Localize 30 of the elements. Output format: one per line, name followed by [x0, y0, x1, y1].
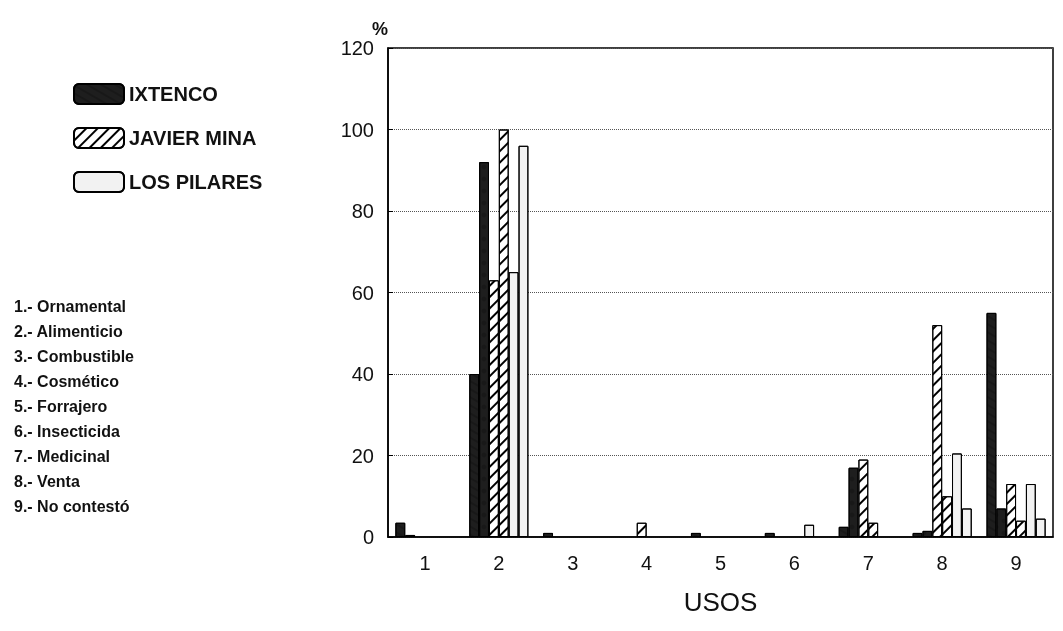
text: 6.- Insecticida — [14, 422, 120, 440]
y-tick-label: 80 — [351, 200, 374, 222]
text: 3.- Combustible — [14, 347, 135, 365]
legend-label: LOS PILARES — [129, 171, 263, 193]
text: 4.- Cosmético — [14, 372, 120, 390]
y-tick-label: 40 — [351, 363, 374, 385]
y-tick-label: 0 — [362, 526, 374, 548]
x-tick-label: 7 — [862, 552, 874, 574]
y-tick-label: 20 — [351, 444, 374, 467]
x-tick-label: 5 — [714, 552, 727, 574]
x-tick-label: 2 — [493, 552, 505, 574]
x-tick-label: 4 — [641, 552, 653, 574]
text: 2.- Alimenticio — [14, 322, 123, 340]
x-tick-label: 6 — [788, 552, 800, 574]
y-axis-title: % — [371, 19, 388, 39]
x-tick-label: 3 — [567, 552, 579, 574]
x-axis-title: USOS — [683, 587, 758, 617]
text: 7.- Medicinal — [14, 447, 111, 465]
x-tick-label: 9 — [1010, 552, 1022, 574]
legend-label: IXTENCO — [129, 83, 218, 105]
text: 8.- Venta — [14, 472, 80, 490]
y-tick-label: 120 — [340, 37, 374, 59]
legend-label: JAVIER MINA — [129, 127, 257, 149]
text: 9.- No contestó — [14, 497, 130, 515]
y-tick-label: 60 — [351, 281, 374, 304]
y-tick-label: 100 — [340, 118, 374, 141]
text: 5.- Forrajero — [14, 397, 108, 415]
text: 1.- Ornamental — [14, 297, 127, 315]
x-tick-label: 1 — [419, 552, 431, 574]
x-tick-label: 8 — [936, 552, 948, 574]
